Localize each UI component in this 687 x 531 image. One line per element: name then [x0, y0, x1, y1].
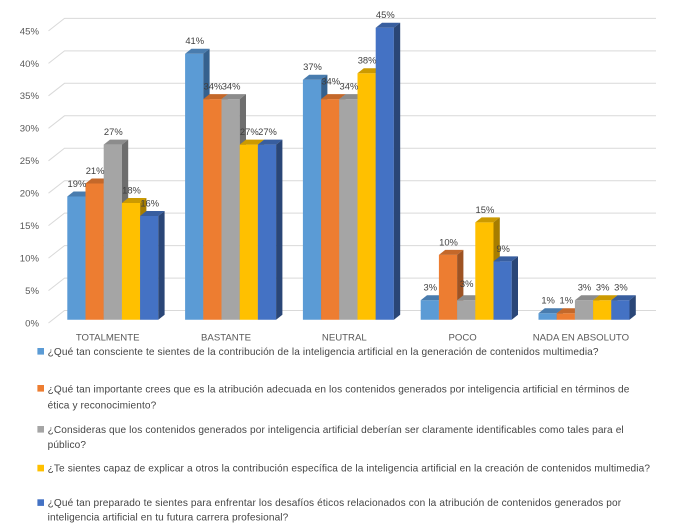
svg-text:0%: 0%	[25, 318, 39, 329]
svg-text:1%: 1%	[560, 295, 574, 306]
svg-text:37%: 37%	[303, 61, 322, 72]
svg-text:18%: 18%	[122, 184, 141, 195]
svg-text:15%: 15%	[476, 204, 495, 215]
svg-text:25%: 25%	[20, 156, 40, 167]
svg-text:34%: 34%	[321, 76, 340, 87]
svg-text:¿Qué tan preparado te sientes: ¿Qué tan preparado te sientes para enfre…	[48, 498, 622, 509]
svg-text:27%: 27%	[104, 126, 123, 137]
svg-text:ética y reconocimiento?: ética y reconocimiento?	[48, 401, 157, 412]
svg-text:¿Te sientes capaz de explicar: ¿Te sientes capaz de explicar a otros la…	[48, 464, 651, 475]
svg-text:30%: 30%	[20, 124, 40, 135]
svg-text:27%: 27%	[240, 126, 259, 137]
svg-text:20%: 20%	[20, 189, 40, 200]
svg-text:34%: 34%	[222, 81, 241, 92]
svg-text:NADA EN ABSOLUTO: NADA EN ABSOLUTO	[533, 332, 629, 343]
svg-text:41%: 41%	[185, 35, 204, 46]
svg-text:45%: 45%	[376, 9, 395, 20]
svg-text:POCO: POCO	[448, 332, 476, 343]
svg-text:¿Qué tan consciente te sientes: ¿Qué tan consciente te sientes de la con…	[48, 347, 599, 358]
svg-text:40%: 40%	[20, 59, 40, 70]
svg-text:¿Consideras que los contenidos: ¿Consideras que los contenidos generados…	[48, 425, 624, 436]
svg-text:inteligencia artificial en tu: inteligencia artificial en tu futura car…	[48, 513, 289, 524]
svg-text:10%: 10%	[20, 254, 40, 265]
svg-text:3%: 3%	[578, 282, 592, 293]
svg-text:¿Qué tan importante crees que: ¿Qué tan importante crees que es la atri…	[48, 384, 630, 395]
svg-text:3%: 3%	[614, 282, 628, 293]
svg-text:21%: 21%	[86, 165, 105, 176]
svg-text:15%: 15%	[20, 221, 40, 232]
svg-text:1%: 1%	[541, 295, 555, 306]
svg-text:3%: 3%	[424, 282, 438, 293]
svg-text:16%: 16%	[140, 197, 159, 208]
svg-text:3%: 3%	[460, 278, 474, 289]
svg-text:35%: 35%	[20, 91, 40, 102]
svg-text:NEUTRAL: NEUTRAL	[322, 332, 367, 343]
svg-text:TOTALMENTE: TOTALMENTE	[76, 332, 140, 343]
svg-text:38%: 38%	[358, 55, 377, 66]
svg-text:5%: 5%	[25, 286, 39, 297]
svg-text:45%: 45%	[20, 26, 40, 37]
svg-text:10%: 10%	[439, 236, 458, 247]
svg-text:19%: 19%	[68, 178, 87, 189]
svg-text:34%: 34%	[340, 81, 359, 92]
svg-text:BASTANTE: BASTANTE	[201, 332, 251, 343]
svg-text:9%: 9%	[496, 243, 510, 254]
svg-text:27%: 27%	[258, 126, 277, 137]
svg-text:34%: 34%	[204, 81, 223, 92]
svg-text:público?: público?	[48, 440, 87, 451]
svg-text:3%: 3%	[596, 282, 610, 293]
